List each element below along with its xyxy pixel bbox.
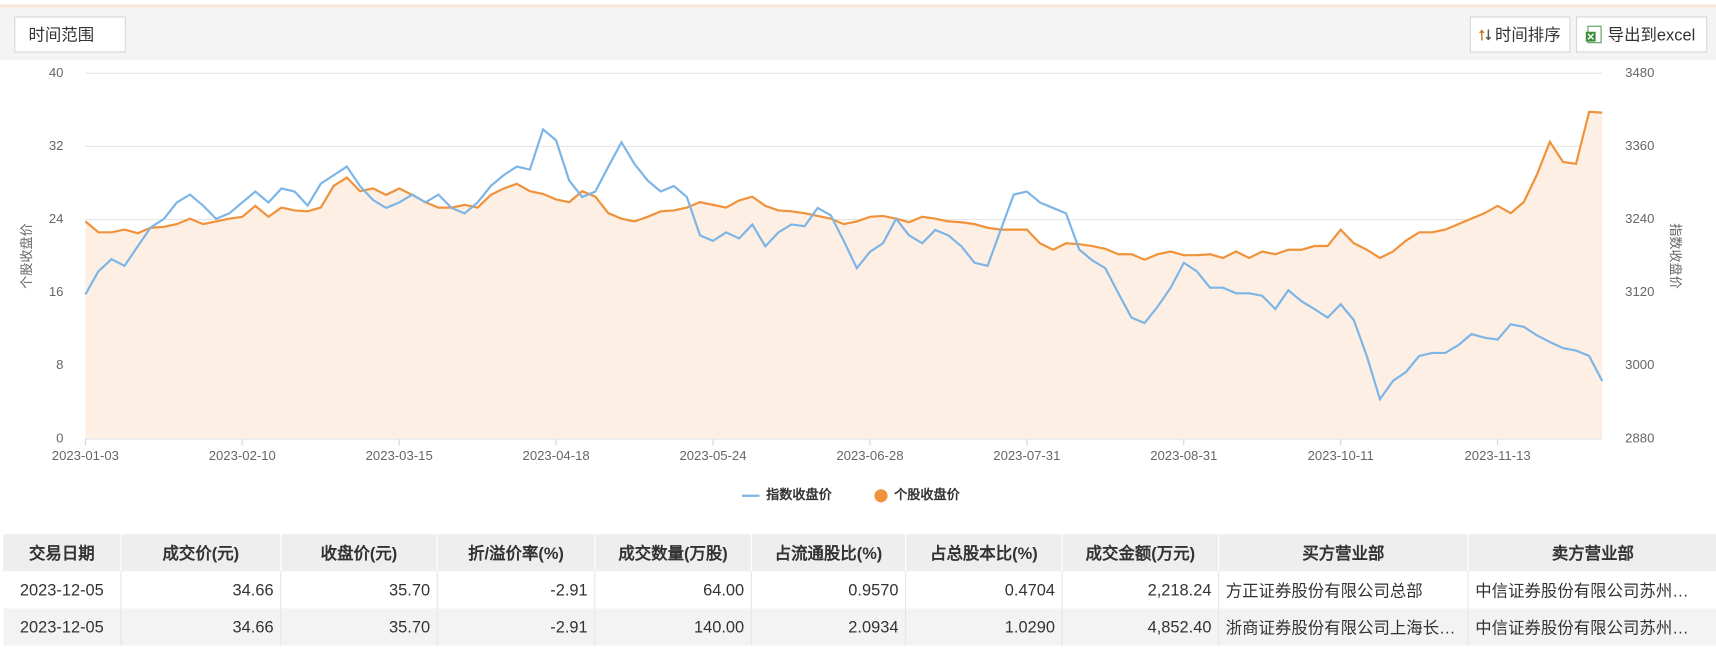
plot: 08162432402880300031203240336034802023-0… — [49, 65, 1654, 503]
chart: 08162432402880300031203240336034802023-0… — [0, 60, 1716, 531]
y2-tick-label: 3480 — [1625, 65, 1654, 80]
y2-tick-label: 3000 — [1625, 357, 1654, 372]
export-button[interactable]: 导出到excel — [1575, 16, 1708, 53]
legend-label: 指数收盘价 — [766, 486, 832, 502]
y-tick-label: 16 — [49, 284, 64, 299]
table-cell: 0.4704 — [905, 571, 1063, 609]
header-cell: 成交价(元) — [120, 534, 282, 572]
table-row: 2023-12-05 34.66 35.70 -2.91 64.00 0.9570 0.47… — [3, 571, 1716, 609]
table-cell: 中信证券股份有限公司苏州… — [1468, 608, 1716, 646]
excel-icon — [1585, 25, 1602, 43]
table-cell: 34.66 — [120, 571, 282, 609]
top-stripe — [0, 4, 1716, 8]
area — [85, 111, 1603, 439]
y-tick-label: 0 — [56, 430, 63, 445]
y-tick-label: 40 — [49, 65, 64, 80]
table-cell: 中信证券股份有限公司苏州… — [1468, 571, 1716, 609]
header-cell: 成交数量(万股) — [594, 534, 752, 572]
table-cell: 0.9570 — [751, 571, 907, 609]
x-tick-label: 2023-01-03 — [52, 448, 119, 463]
table-cell: 35.70 — [280, 571, 438, 609]
time-range-button[interactable]: 时间范围 — [14, 16, 126, 53]
sort-button[interactable]: 时间排序 — [1469, 16, 1571, 53]
x-tick-label: 2023-02-10 — [209, 448, 276, 463]
table-cell: 2023-12-05 — [3, 571, 122, 609]
table-cell: 2.0934 — [751, 608, 907, 646]
y2-tick-label: 2880 — [1625, 430, 1654, 445]
sort-label: 时间排序 — [1494, 26, 1561, 45]
header-cell: 卖方营业部 — [1468, 534, 1716, 572]
x-tick-label: 2023-07-31 — [993, 448, 1060, 463]
header-cell: 占流通股比(%) — [751, 534, 907, 572]
x-tick-label: 2023-04-18 — [523, 448, 590, 463]
line — [84, 127, 1604, 402]
header-cell: 买方营业部 — [1218, 534, 1469, 572]
x-tick-label: 2023-11-13 — [1465, 448, 1531, 463]
toolbar: 时间范围 时间排序 导出到excel — [0, 7, 1716, 61]
legend-label: 个股收盘价 — [893, 486, 960, 502]
legend-marker — [874, 489, 888, 503]
header-cell: 占总股本比(%) — [905, 534, 1063, 572]
table-cell: 方正证券股份有限公司总部 — [1218, 571, 1469, 609]
x-tick-label: 2023-03-15 — [366, 448, 433, 463]
table-cell: 34.66 — [120, 608, 282, 646]
y2-tick-label: 3240 — [1625, 211, 1654, 226]
y2-tick-label: 3360 — [1625, 138, 1654, 153]
table-cell: 35.70 — [280, 608, 438, 646]
table-cell: 4,852.40 — [1062, 608, 1220, 646]
table-cell: 2,218.24 — [1062, 571, 1220, 609]
table-cell: 2023-12-05 — [3, 608, 122, 646]
table-cell: -2.91 — [437, 608, 596, 646]
header-cell: 折/溢价率(%) — [437, 534, 596, 572]
x-tick-label: 2023-08-31 — [1150, 448, 1217, 463]
header-cell: 收盘价(元) — [280, 534, 438, 572]
y2-axis-title: 指数收盘价 — [1668, 223, 1684, 289]
header-row: 交易日期 成交价(元) 收盘价(元) 折/溢价率(%) 成交数量(万股) 占流通股比(%)… — [3, 534, 1716, 572]
sort-icon — [1479, 29, 1492, 40]
export-label: 导出到excel — [1607, 26, 1696, 45]
table-cell: -2.91 — [437, 571, 596, 609]
y2-tick-label: 3120 — [1625, 284, 1654, 299]
table-cell: 浙商证券股份有限公司上海长… — [1218, 608, 1469, 646]
table-row: 2023-12-05 34.66 35.70 -2.91 140.00 2.0934 1.0… — [3, 608, 1716, 646]
x-tick-label: 2023-06-28 — [836, 448, 903, 463]
data-table: 交易日期 成交价(元) 收盘价(元) 折/溢价率(%) 成交数量(万股) 占流通股比(%)… — [3, 534, 1716, 646]
header-cell: 成交金额(万元) — [1062, 534, 1220, 572]
table-cell: 140.00 — [594, 608, 752, 646]
x-tick-label: 2023-10-11 — [1308, 448, 1374, 463]
time-range-label: 时间范围 — [28, 26, 95, 45]
y-tick-label: 8 — [56, 357, 63, 372]
table-body: 2023-12-05 34.66 35.70 -2.91 64.00 0.9570 0.47… — [3, 571, 1716, 646]
table-cell: 1.0290 — [905, 608, 1063, 646]
y-axis-title: 个股收盘价 — [18, 223, 34, 289]
table-cell: 64.00 — [594, 571, 752, 609]
x-tick-label: 2023-05-24 — [679, 448, 746, 463]
line — [84, 110, 1603, 261]
y-tick-label: 32 — [49, 138, 64, 153]
y-tick-label: 24 — [49, 211, 64, 226]
header-cell: 交易日期 — [3, 534, 122, 572]
